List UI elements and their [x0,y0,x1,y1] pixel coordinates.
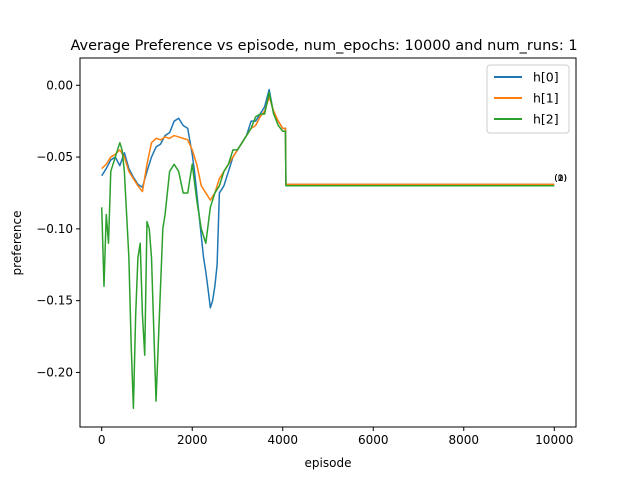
end-annotation-0: (0) [554,174,567,184]
legend-label-0: h[0] [533,70,559,85]
chart-title: Average Preference vs episode, num_epoch… [70,38,577,54]
x-tick-label: 0 [98,433,106,447]
legend-label-1: h[1] [533,91,559,106]
plot-area-frame [79,57,577,428]
end-annotations: (0)(1)(2) [554,174,567,184]
x-tick-label: 6000 [358,433,389,447]
y-tick-label: −0.20 [36,365,73,379]
y-tick-label: −0.15 [36,294,73,308]
x-axis: 0 2000 4000 6000 8000 10000 [98,427,573,447]
series-lines [100,88,555,410]
end-annotation-2: (2) [554,174,567,184]
y-tick-label: −0.10 [36,222,73,236]
x-tick-label: 2000 [177,433,208,447]
legend-label-2: h[2] [533,112,559,127]
series-line-0 [101,88,555,309]
series-line-2 [100,91,555,410]
x-tick-label: 10000 [535,433,573,447]
x-tick-label: 8000 [448,433,479,447]
series-line-1 [101,96,555,201]
y-axis: 0.00 −0.05 −0.10 −0.15 −0.20 [36,78,80,379]
end-annotation-1: (1) [554,174,567,184]
y-tick-label: 0.00 [46,78,73,92]
x-tick-label: 4000 [267,433,298,447]
y-tick-label: −0.05 [36,150,73,164]
x-axis-label: episode [305,456,352,470]
legend: h[0] h[1] h[2] [486,64,570,134]
legend-frame [486,64,570,134]
y-axis-label: preference [10,211,24,276]
